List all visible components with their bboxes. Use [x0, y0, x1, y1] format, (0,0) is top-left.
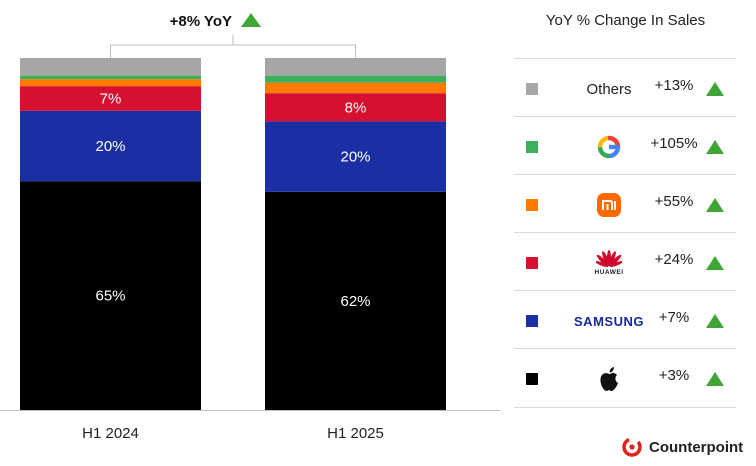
counterpoint-brand-name: Counterpoint	[649, 438, 744, 456]
bar-segment-google	[265, 75, 446, 83]
legend-change: +7%	[658, 309, 690, 326]
data-label: 20%	[95, 138, 125, 155]
bar-segment-google	[20, 75, 201, 80]
data-label: 62%	[340, 293, 370, 310]
bar-segment-xiaomi	[265, 82, 446, 94]
google-logo-icon	[559, 133, 659, 161]
bar-segment-samsung	[265, 121, 446, 192]
bar-segment-apple	[265, 191, 446, 410]
legend-swatch	[526, 83, 538, 95]
bar-segment-samsung	[20, 110, 201, 182]
data-label: 8%	[345, 99, 367, 116]
huawei-wordmark: HUAWEI	[594, 269, 624, 276]
bar-segment-others	[20, 58, 201, 76]
legend-swatch	[526, 199, 538, 211]
samsung-wordmark: SAMSUNG	[574, 313, 644, 329]
huawei-logo-icon: HUAWEI	[559, 249, 659, 277]
legend-change: +3%	[658, 367, 690, 384]
bar-segment-huawei	[265, 93, 446, 122]
legend-row-huawei: HUAWEI +24%	[514, 232, 736, 291]
legend-change: +24%	[654, 251, 694, 268]
legend-row-xiaomi: +55%	[514, 174, 736, 233]
bar-segment-apple	[20, 181, 201, 410]
legend-label-others: Others	[586, 80, 632, 98]
legend-swatch	[526, 373, 538, 385]
data-label: 7%	[100, 90, 122, 107]
stacked-bar-chart: 65% 20% 7% 62% 20% 8% H1 2024 H1 2025 +8% YoY	[0, 13, 500, 442]
up-triangle-icon	[706, 372, 724, 386]
legend-row-samsung: SAMSUNG +7%	[514, 290, 736, 349]
counterpoint-logo: Counterpoint	[621, 436, 743, 458]
annotation-bracket	[110, 35, 356, 58]
up-triangle-icon	[706, 198, 724, 212]
legend-title: YoY % Change In Sales	[545, 12, 706, 29]
bar-segment-xiaomi	[20, 79, 201, 87]
legend-swatch	[526, 315, 538, 327]
legend-change: +55%	[654, 193, 694, 210]
legend-change: +13%	[654, 77, 694, 94]
up-triangle-icon	[706, 140, 724, 154]
counterpoint-mark-icon	[622, 437, 642, 457]
yoy-annotation: +8% YoY	[170, 13, 232, 30]
legend-row-others: Others +13%	[514, 58, 736, 117]
legend-row-google: +105%	[514, 116, 736, 175]
up-triangle-icon	[706, 314, 724, 328]
legend-change: +105%	[650, 135, 698, 152]
xiaomi-logo-icon	[559, 191, 659, 219]
up-triangle-icon	[706, 256, 724, 270]
bar-segment-huawei	[20, 86, 201, 111]
data-label: 65%	[95, 288, 125, 305]
legend-swatch	[526, 141, 538, 153]
x-tick-label: H1 2024	[82, 425, 139, 442]
up-triangle-icon	[241, 13, 261, 27]
data-label: 20%	[340, 149, 370, 166]
legend-swatch	[526, 257, 538, 269]
up-triangle-icon	[706, 82, 724, 96]
bar-segment-others	[265, 58, 446, 76]
apple-logo-icon	[559, 365, 659, 393]
x-tick-label: H1 2025	[327, 425, 384, 442]
legend-row-apple: +3%	[514, 348, 736, 408]
